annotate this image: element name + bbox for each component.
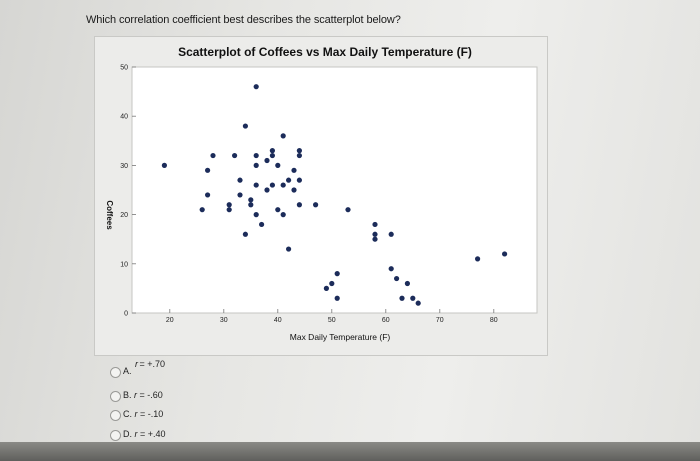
option-d-r: r <box>134 429 138 439</box>
y-tick-label: 40 <box>120 114 128 121</box>
option-a-value: = +.70 <box>137 359 166 369</box>
x-tick-label: 70 <box>436 317 444 324</box>
data-point <box>291 167 297 173</box>
data-point <box>269 152 275 159</box>
data-point <box>415 300 421 306</box>
y-tick-label: 30 <box>120 163 128 170</box>
data-point <box>410 295 416 301</box>
data-point <box>232 152 238 159</box>
data-point <box>372 221 378 228</box>
data-point <box>280 212 286 218</box>
data-point <box>399 295 405 301</box>
x-tick-label: 60 <box>382 317 390 324</box>
y-tick-label: 10 <box>120 261 128 268</box>
data-points <box>161 84 508 306</box>
data-point <box>280 133 286 139</box>
data-point <box>345 207 351 213</box>
x-tick-label: 80 <box>490 317 498 324</box>
x-axis-label: Max Daily Temperature (F) <box>290 332 391 342</box>
data-point <box>269 148 275 154</box>
data-point <box>264 157 270 164</box>
bottom-edge <box>0 442 700 461</box>
data-point <box>296 177 302 183</box>
option-a-label[interactable]: A. r = +.70 <box>123 359 165 376</box>
data-point <box>264 187 270 193</box>
data-point <box>475 256 481 262</box>
y-tick-label: 20 <box>120 212 128 219</box>
option-b-r: r <box>134 390 138 400</box>
option-b-label[interactable]: B. r = -.60 <box>123 390 163 400</box>
data-point <box>296 152 302 159</box>
x-tick-label: 30 <box>220 317 228 324</box>
data-point <box>269 182 275 188</box>
y-tick-label: 50 <box>120 65 128 72</box>
data-point <box>394 275 400 282</box>
question-text: Which correlation coefficient best descr… <box>86 14 401 26</box>
data-point <box>237 177 243 183</box>
data-point <box>334 295 340 301</box>
option-d-label[interactable]: D. r = +.40 <box>123 429 166 439</box>
axis-ticks: 20 30 40 50 60 70 80 0 10 20 30 40 50 <box>120 65 498 325</box>
plot-area <box>131 66 538 314</box>
data-point <box>296 202 302 208</box>
data-point <box>253 162 259 168</box>
data-point <box>372 236 378 242</box>
option-d-letter: D. <box>123 429 132 439</box>
data-point <box>248 197 254 203</box>
data-point <box>259 221 265 228</box>
data-point <box>237 192 243 198</box>
y-tick-label: 0 <box>124 311 128 318</box>
data-point <box>286 246 292 252</box>
option-c-value: = -.10 <box>137 409 164 419</box>
option-c-radio[interactable] <box>110 410 121 421</box>
data-point <box>280 182 286 188</box>
data-point <box>404 280 410 287</box>
data-point <box>253 212 259 218</box>
x-tick-label: 50 <box>328 317 336 324</box>
y-axis-label: Coffees <box>105 200 114 230</box>
option-c-label[interactable]: C. r = -.10 <box>123 409 163 419</box>
x-tick-label: 40 <box>274 317 282 324</box>
option-d-radio[interactable] <box>110 430 121 441</box>
option-c-letter: C. <box>123 409 132 419</box>
data-point <box>205 167 211 173</box>
scatterplot: Scatterplot of Coffees vs Max Daily Temp… <box>105 45 538 342</box>
data-point <box>199 207 205 213</box>
data-point <box>334 271 340 277</box>
data-point <box>323 285 329 291</box>
data-point <box>248 202 254 208</box>
option-d-value: = +.40 <box>137 429 166 439</box>
data-point <box>253 152 259 159</box>
data-point <box>242 123 248 129</box>
data-point <box>253 84 259 90</box>
data-point <box>502 251 508 257</box>
data-point <box>388 231 394 237</box>
data-point <box>205 192 211 198</box>
chart-panel: Scatterplot of Coffees vs Max Daily Temp… <box>94 36 548 356</box>
option-a-r: r <box>135 359 139 369</box>
data-point <box>275 207 281 213</box>
data-point <box>296 148 302 154</box>
option-b-letter: B. <box>123 390 132 400</box>
data-point <box>275 162 281 168</box>
option-b-value: = -.60 <box>137 390 163 400</box>
x-tick-label: 20 <box>166 317 174 324</box>
data-point <box>242 231 248 237</box>
data-point <box>253 182 259 188</box>
data-point <box>161 162 167 168</box>
option-b-radio[interactable] <box>110 391 121 402</box>
data-point <box>226 202 232 208</box>
data-point <box>372 231 378 237</box>
option-a-letter: A. <box>123 366 132 376</box>
data-point <box>210 152 216 159</box>
data-point <box>388 266 394 272</box>
data-point <box>291 187 297 193</box>
chart-title: Scatterplot of Coffees vs Max Daily Temp… <box>178 45 472 59</box>
data-point <box>329 280 335 287</box>
data-point <box>313 202 319 208</box>
option-c-r: r <box>134 409 138 419</box>
data-point <box>226 207 232 213</box>
data-point <box>286 177 292 183</box>
option-a-radio[interactable] <box>110 367 121 378</box>
